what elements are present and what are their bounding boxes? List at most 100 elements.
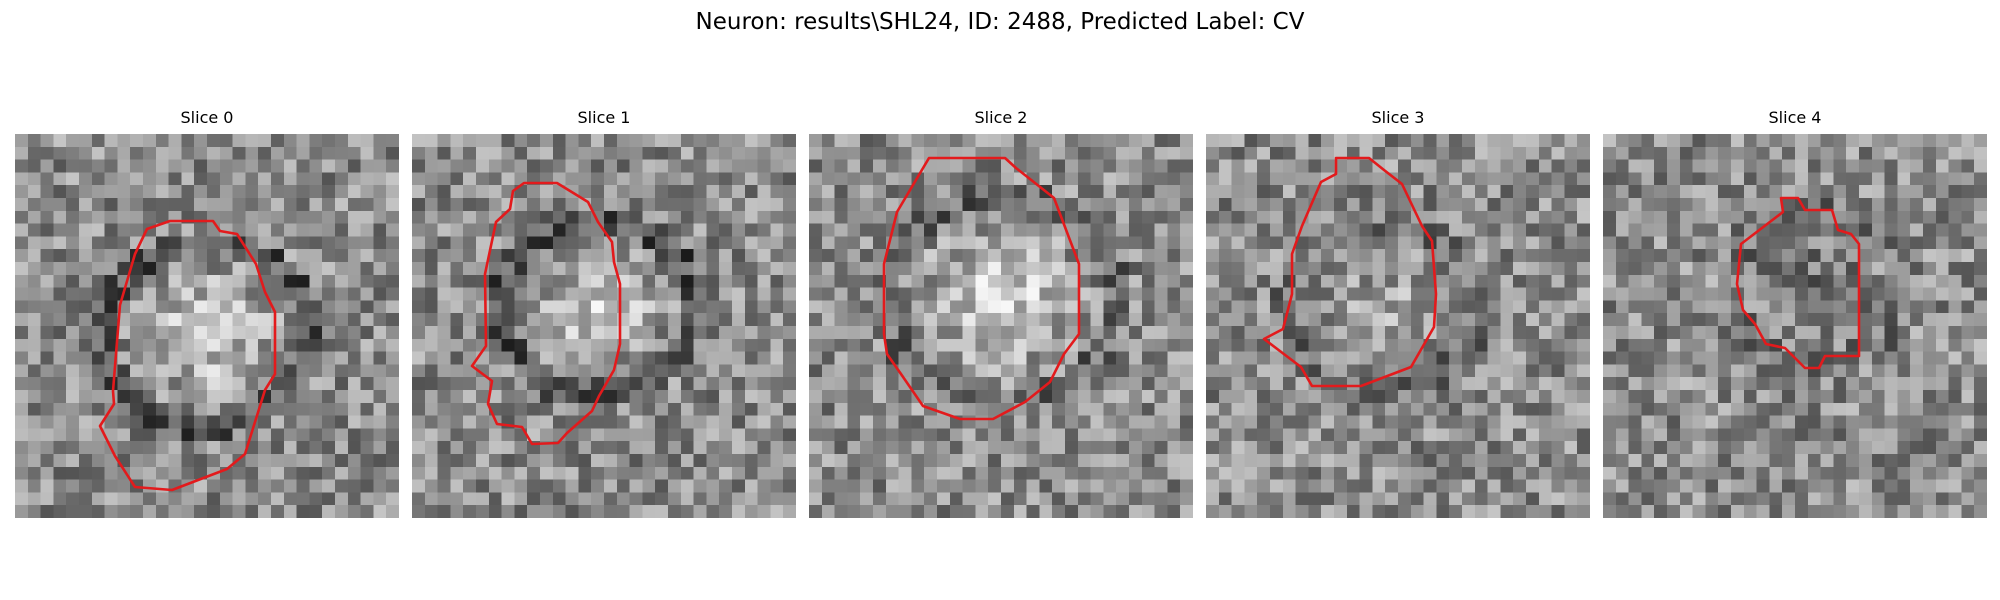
- pixel: [616, 505, 631, 518]
- pixel: [1231, 377, 1245, 391]
- pixel: [1231, 300, 1245, 314]
- pixel: [898, 236, 912, 250]
- pixel: [1846, 326, 1860, 340]
- pixel: [360, 326, 374, 340]
- pixel: [885, 441, 900, 455]
- pixel: [1910, 479, 1924, 493]
- pixel: [783, 223, 796, 237]
- pixel: [1538, 210, 1553, 225]
- pixel: [1526, 492, 1540, 506]
- pixel: [1244, 454, 1258, 468]
- pixel: [1974, 134, 1987, 148]
- pixel: [770, 146, 784, 161]
- pixel: [642, 198, 656, 212]
- pixel: [283, 300, 298, 314]
- pixel: [219, 287, 234, 301]
- pixel: [309, 326, 323, 340]
- pixel: [232, 402, 246, 417]
- pixel: [693, 479, 707, 493]
- pixel: [1116, 274, 1130, 289]
- pixel: [834, 185, 848, 199]
- pixel: [540, 300, 554, 314]
- pixel: [629, 466, 643, 481]
- pixel: [476, 287, 490, 301]
- pixel: [847, 390, 861, 404]
- pixel: [1218, 223, 1233, 237]
- pixel: [514, 479, 528, 493]
- pixel: [424, 210, 439, 225]
- pixel: [79, 505, 93, 518]
- pixel: [732, 300, 746, 314]
- pixel: [1001, 172, 1015, 186]
- pixel: [181, 300, 195, 314]
- pixel: [1180, 146, 1193, 161]
- pixel: [347, 172, 362, 186]
- pixel: [1385, 402, 1399, 417]
- pixel: [565, 172, 579, 186]
- pixel: [1052, 479, 1066, 493]
- pixel: [719, 326, 733, 340]
- pixel: [1500, 185, 1514, 199]
- pixel: [629, 390, 643, 404]
- pixel: [1154, 210, 1168, 225]
- pixel: [373, 505, 387, 518]
- pixel: [591, 159, 605, 173]
- pixel: [245, 338, 259, 353]
- pixel: [1359, 159, 1373, 173]
- pixel: [757, 338, 771, 353]
- pixel: [1410, 377, 1425, 391]
- pixel: [898, 287, 912, 301]
- pixel: [1551, 134, 1565, 148]
- pixel: [1859, 262, 1873, 276]
- pixel: [1077, 300, 1092, 314]
- pixel: [437, 313, 451, 327]
- pixel: [194, 326, 208, 340]
- pixel: [1705, 262, 1719, 276]
- pixel: [347, 313, 362, 327]
- pixel: [1769, 146, 1783, 161]
- pixel: [949, 210, 964, 225]
- pixel: [898, 415, 912, 429]
- pixel: [79, 287, 93, 301]
- pixel: [1231, 441, 1245, 455]
- pixel: [988, 287, 1002, 301]
- pixel: [1077, 479, 1092, 493]
- pixel: [1782, 402, 1796, 417]
- pixel: [1731, 198, 1745, 212]
- pixel: [53, 505, 67, 518]
- pixel: [1013, 185, 1028, 199]
- pixel: [1974, 364, 1987, 378]
- pixel: [1090, 415, 1104, 429]
- pixel: [1462, 210, 1476, 225]
- pixel: [1449, 441, 1463, 455]
- pixel: [488, 287, 503, 301]
- pixel: [1129, 364, 1143, 378]
- pixel: [847, 479, 861, 493]
- pixel: [911, 428, 925, 442]
- pixel: [1180, 313, 1193, 327]
- pixel: [834, 274, 848, 289]
- pixel: [1295, 492, 1309, 506]
- pixel: [744, 466, 759, 481]
- pixel: [885, 454, 900, 468]
- pixel: [1871, 172, 1886, 186]
- pixel: [1244, 505, 1258, 518]
- pixel: [79, 415, 93, 429]
- pixel: [1603, 415, 1617, 429]
- pixel: [1615, 146, 1630, 161]
- pixel: [1500, 134, 1514, 148]
- pixel: [1820, 274, 1834, 289]
- pixel: [1667, 198, 1681, 212]
- pixel: [1423, 364, 1437, 378]
- pixel: [834, 390, 848, 404]
- pixel: [1321, 313, 1335, 327]
- pixel: [130, 274, 144, 289]
- pixel: [79, 223, 93, 237]
- pixel: [424, 441, 439, 455]
- pixel: [437, 274, 451, 289]
- pixel: [1705, 172, 1719, 186]
- pixel: [1526, 377, 1540, 391]
- pixel: [258, 313, 272, 327]
- pixel: [1743, 377, 1758, 391]
- pixel: [527, 428, 541, 442]
